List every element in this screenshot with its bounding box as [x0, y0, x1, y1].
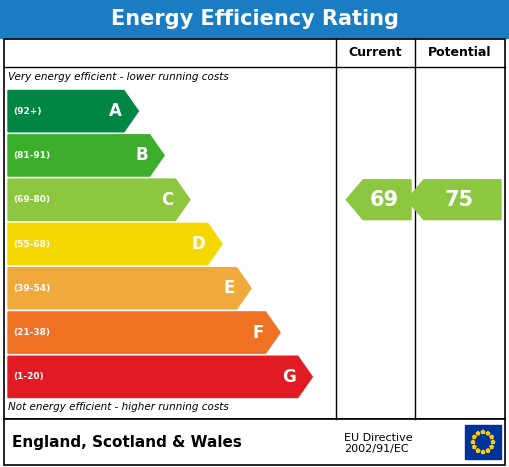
Polygon shape [486, 448, 490, 453]
Polygon shape [490, 445, 494, 449]
Text: (1-20): (1-20) [13, 372, 44, 382]
Polygon shape [472, 435, 476, 439]
Polygon shape [8, 312, 280, 353]
Bar [0, 0, 509, 38]
Text: Energy Efficiency Rating: Energy Efficiency Rating [110, 9, 399, 29]
Polygon shape [8, 223, 222, 265]
Text: 69: 69 [370, 190, 399, 210]
Polygon shape [486, 431, 490, 435]
Text: EU Directive: EU Directive [344, 433, 413, 443]
Bar [465, 425, 501, 459]
Polygon shape [490, 435, 494, 439]
Polygon shape [8, 91, 138, 132]
Polygon shape [472, 445, 476, 449]
Text: E: E [223, 279, 235, 297]
Text: Current: Current [349, 47, 402, 59]
Polygon shape [481, 430, 485, 434]
Polygon shape [8, 356, 312, 397]
Polygon shape [8, 268, 251, 309]
Text: (81-91): (81-91) [13, 151, 50, 160]
Bar [4, 39, 505, 419]
Text: 2002/91/EC: 2002/91/EC [344, 444, 409, 454]
Text: D: D [192, 235, 206, 253]
Text: Not energy efficient - higher running costs: Not energy efficient - higher running co… [8, 402, 229, 412]
Text: England, Scotland & Wales: England, Scotland & Wales [12, 434, 242, 450]
Polygon shape [476, 448, 480, 453]
Text: F: F [252, 324, 264, 341]
Bar [4, 419, 505, 465]
Text: A: A [109, 102, 122, 120]
Polygon shape [346, 180, 411, 219]
Text: G: G [282, 368, 296, 386]
Text: (69-80): (69-80) [13, 195, 50, 204]
Text: (21-38): (21-38) [13, 328, 50, 337]
Text: (92+): (92+) [13, 106, 42, 116]
Polygon shape [471, 440, 475, 444]
Polygon shape [481, 450, 485, 454]
Text: (55-68): (55-68) [13, 240, 50, 248]
Text: (39-54): (39-54) [13, 284, 50, 293]
Text: Potential: Potential [428, 47, 491, 59]
Polygon shape [8, 135, 164, 176]
Text: B: B [135, 147, 148, 164]
Text: Very energy efficient - lower running costs: Very energy efficient - lower running co… [8, 72, 229, 82]
Polygon shape [476, 431, 480, 435]
Polygon shape [8, 179, 190, 220]
Polygon shape [491, 440, 495, 444]
Text: C: C [161, 191, 174, 209]
Text: 75: 75 [445, 190, 474, 210]
Polygon shape [407, 180, 501, 219]
